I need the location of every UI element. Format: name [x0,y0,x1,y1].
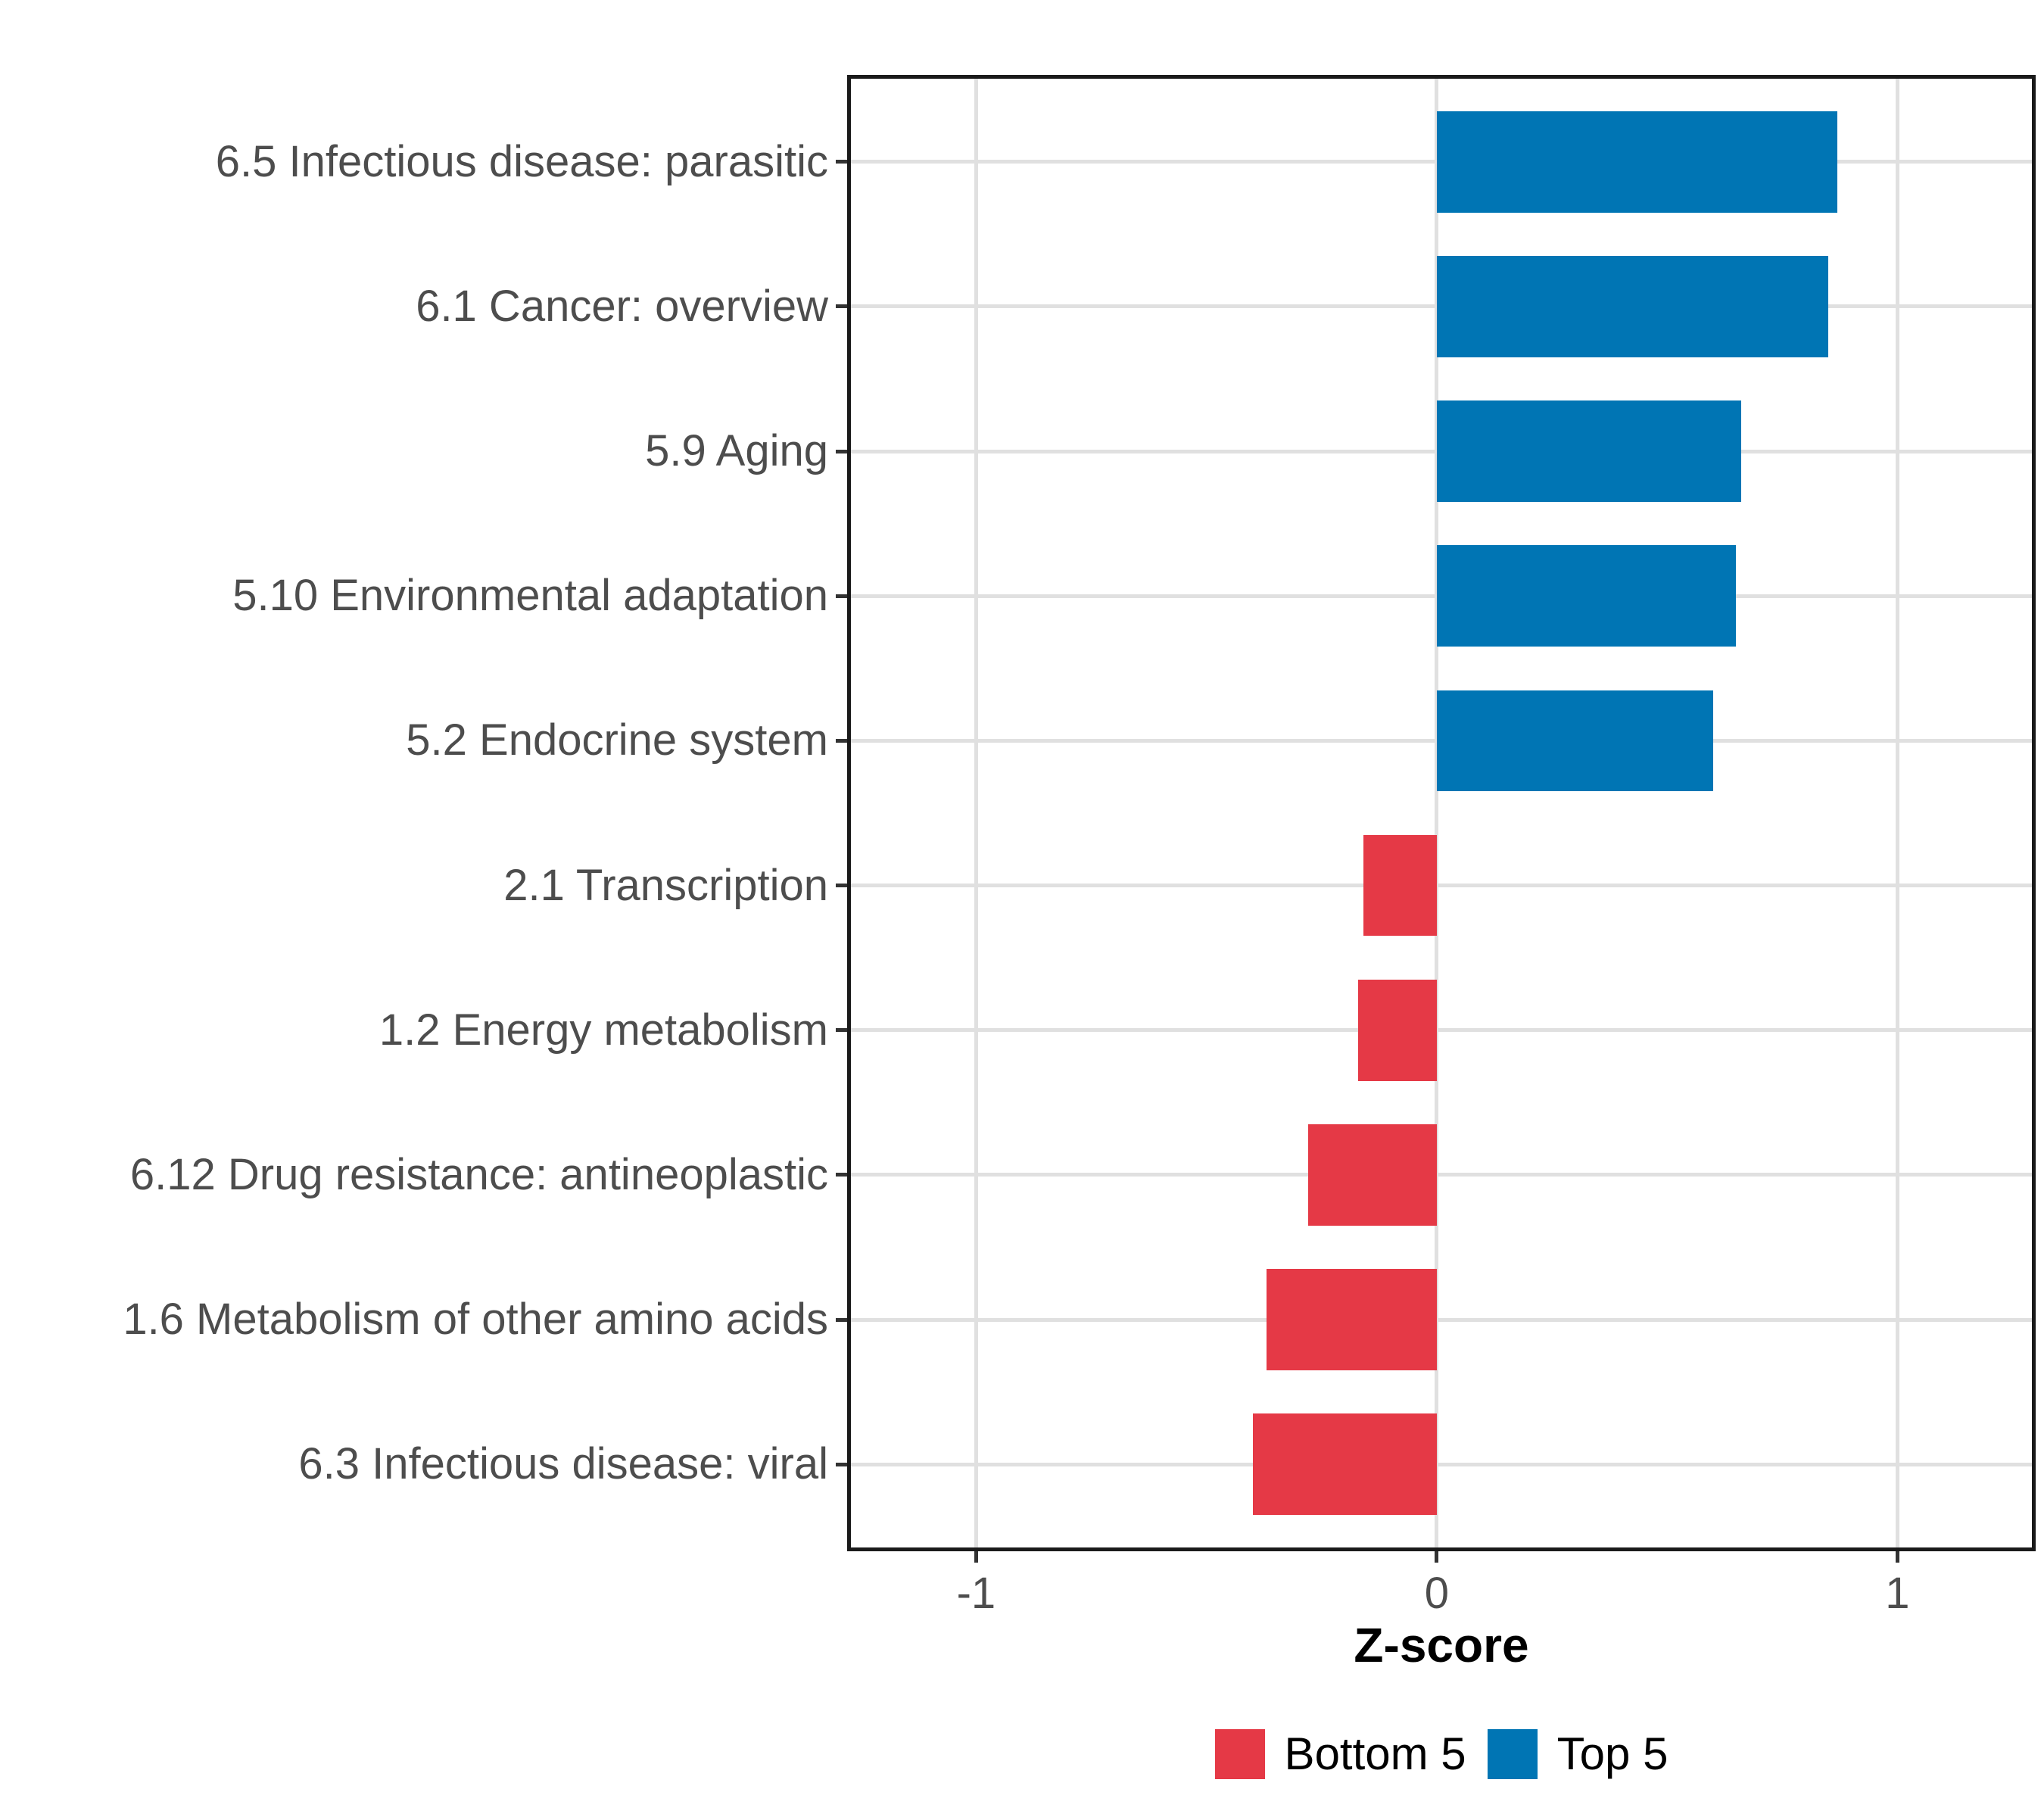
x-tick-label: 0 [1424,1569,1450,1618]
y-axis-label: 6.5 Infectious disease: parasitic [215,136,828,186]
legend-item-top5: Top 5 [1487,1728,1669,1779]
legend: Bottom 5 Top 5 [847,1728,2036,1781]
gridline-horizontal [847,1462,2036,1466]
gridline-vertical [1435,75,1439,1551]
legend-item-bottom5: Bottom 5 [1214,1728,1466,1779]
x-tick-label: -1 [956,1569,996,1618]
y-axis-tick [836,160,847,164]
x-tick-label: 1 [1885,1569,1910,1618]
y-axis-tick [836,1028,847,1033]
x-axis-tick [1895,1551,1899,1563]
y-axis-label: 6.1 Cancer: overview [416,281,828,331]
bar-top5 [1436,400,1741,502]
y-axis-tick [836,1462,847,1466]
gridline-vertical [974,75,978,1551]
y-axis-tick [836,1317,847,1322]
legend-label-top5: Top 5 [1556,1728,1669,1779]
x-axis-tick [1435,1551,1439,1563]
x-axis-tick [974,1551,978,1563]
bar-bottom5 [1252,1413,1437,1516]
y-axis-label: 1.6 Metabolism of other amino acids [123,1295,828,1345]
bar-top5 [1436,255,1829,357]
y-axis-label: 5.10 Environmental adaptation [232,571,828,621]
y-axis-label: 5.9 Aging [645,426,828,476]
y-axis-label: 2.1 Transcription [503,860,828,910]
bar-top5 [1436,690,1714,792]
bar-bottom5 [1363,834,1437,937]
gridline-vertical [1895,75,1899,1551]
y-axis-tick [836,1173,847,1177]
y-axis-label: 6.3 Infectious disease: viral [298,1439,828,1489]
y-axis-label: 5.2 Endocrine system [406,715,828,765]
bar-bottom5 [1266,1269,1437,1371]
legend-label-bottom5: Bottom 5 [1284,1728,1466,1779]
y-axis-tick [836,304,847,309]
bar-top5 [1436,545,1737,647]
y-axis-tick [836,884,847,888]
y-axis-tick [836,449,847,453]
y-axis-tick [836,738,847,743]
y-axis-label: 6.12 Drug resistance: antineoplastic [129,1149,828,1199]
bar-top5 [1436,111,1838,213]
bar-bottom5 [1358,979,1437,1081]
gridline-horizontal [847,1317,2036,1322]
gridline-horizontal [847,1028,2036,1033]
y-axis-tick [836,594,847,598]
gridline-horizontal [847,1173,2036,1177]
legend-swatch-bottom5 [1214,1729,1265,1779]
y-axis-label: 1.2 Energy metabolism [379,1005,828,1055]
gridline-horizontal [847,884,2036,888]
bar-bottom5 [1307,1124,1437,1226]
x-axis-title: Z-score [1354,1618,1529,1672]
legend-swatch-top5 [1487,1729,1538,1779]
